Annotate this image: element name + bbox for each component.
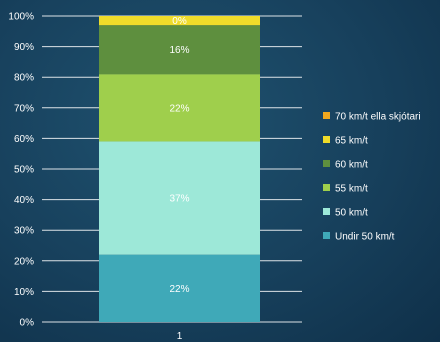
legend-label: 70 km/t ella skjótari xyxy=(335,112,421,123)
bar-segment xyxy=(99,254,260,322)
legend-item: 55 km/t xyxy=(323,184,368,195)
y-tick-label: 70% xyxy=(14,103,34,114)
bar-segment xyxy=(99,141,260,255)
legend: 70 km/t ella skjótari 65 km/t 60 km/t 55 km… xyxy=(323,112,421,243)
data-label: 37% xyxy=(169,194,189,205)
bar-segment xyxy=(99,74,260,142)
y-tick-label: 100% xyxy=(8,12,34,23)
legend-label: 60 km/t xyxy=(335,160,368,171)
y-tick-label: 0% xyxy=(20,318,35,329)
legend-label: 50 km/t xyxy=(335,208,368,219)
legend-swatch xyxy=(323,112,330,119)
y-tick-label: 80% xyxy=(14,73,34,84)
data-label: 22% xyxy=(169,284,189,295)
data-label: 0% xyxy=(172,16,187,27)
y-tick-label: 90% xyxy=(14,42,34,53)
legend-item: Undir 50 km/t xyxy=(323,232,395,243)
data-label: 22% xyxy=(169,103,189,114)
legend-item: 70 km/t ella skjótari xyxy=(323,112,421,123)
y-tick-label: 30% xyxy=(14,226,34,237)
legend-label: Undir 50 km/t xyxy=(335,232,395,243)
y-axis-tick-labels: 0% 10% 20% 30% 40% 50% 60% 70% 80% 90% 100% xyxy=(8,12,34,329)
y-tick-label: 10% xyxy=(14,287,34,298)
legend-label: 65 km/t xyxy=(335,136,368,147)
x-axis-tick-labels: 1 xyxy=(177,331,183,342)
bar-segment xyxy=(99,16,260,26)
y-tick-label: 50% xyxy=(14,165,34,176)
legend-swatch xyxy=(323,160,330,167)
legend-swatch xyxy=(323,184,330,191)
x-tick-label: 1 xyxy=(177,331,183,342)
data-label: 16% xyxy=(169,45,189,56)
y-tick-label: 60% xyxy=(14,134,34,145)
legend-swatch xyxy=(323,232,330,239)
y-tick-label: 20% xyxy=(14,256,34,267)
legend-swatch xyxy=(323,136,330,143)
legend-item: 50 km/t xyxy=(323,208,368,219)
bar-segment xyxy=(99,25,260,75)
legend-item: 60 km/t xyxy=(323,160,368,171)
y-tick-label: 40% xyxy=(14,195,34,206)
legend-label: 55 km/t xyxy=(335,184,368,195)
bar-stack: 22% 37% 22% 16% 0% xyxy=(99,16,260,322)
legend-swatch xyxy=(323,208,330,215)
legend-item: 65 km/t xyxy=(323,136,368,147)
